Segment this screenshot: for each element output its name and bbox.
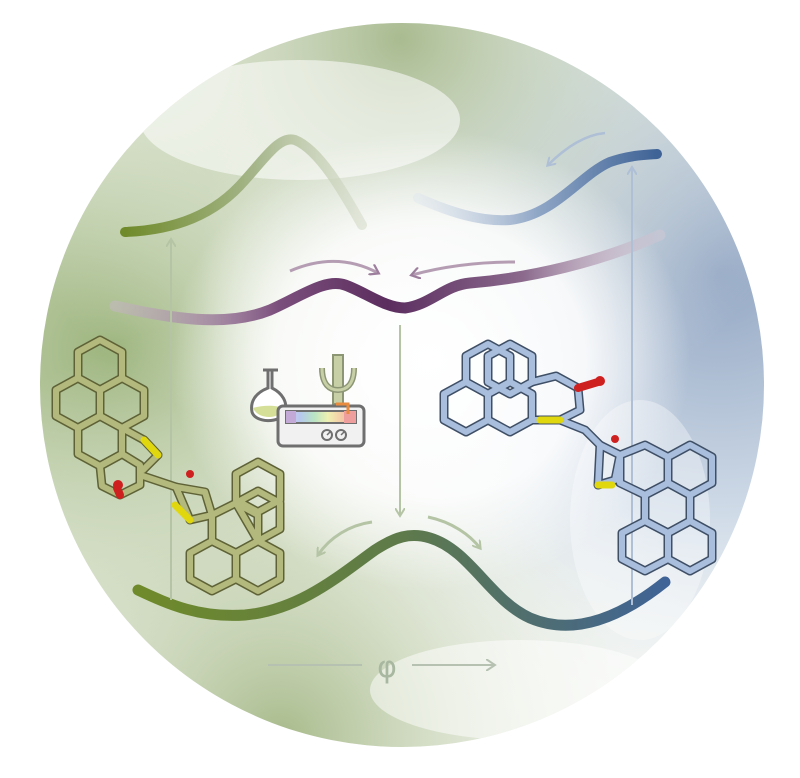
molecule-blue-icon (439, 339, 717, 576)
rotation-arrow-blue (548, 131, 606, 165)
intermediate-state-curve (109, 229, 666, 326)
molecule-green-icon (51, 335, 285, 596)
split-arrow-left (318, 520, 373, 555)
ground-state-curve (132, 530, 671, 631)
spectrometer-icon (250, 354, 366, 448)
split-arrow-right (427, 515, 480, 548)
excited-state-curve-blue (413, 149, 662, 226)
relaxation-arrow-right (412, 260, 516, 275)
phi-axis: φ (268, 650, 494, 685)
psi-icon (319, 354, 357, 405)
phi-axis-label: φ (377, 650, 397, 685)
excited-state-curve-green (120, 134, 367, 237)
relaxation-arrow-left (289, 260, 378, 273)
flask-icon (250, 368, 288, 423)
